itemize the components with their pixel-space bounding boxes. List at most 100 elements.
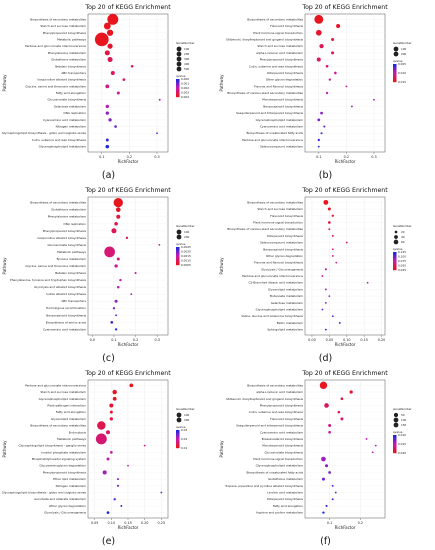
legend-colorbar-segment [393,261,397,263]
legend-colorbar-segment [176,85,180,87]
legend-colorbar-segment [393,253,397,256]
pathway-label: Isoquinoline alkaloid biosynthesis [38,78,87,82]
x-tick-label: 0.15 [360,338,368,342]
data-point [321,308,324,311]
data-point [319,44,324,49]
x-tick-label: 0.20 [378,338,386,342]
x-tick-label: 0.2 [358,521,363,525]
y-axis-label: Pathway [2,440,7,458]
legend-color-label: 0.010 [398,433,406,437]
y-axis-label: Pathway [219,74,224,92]
legend-colorbar-segment [393,256,397,259]
legend-colorbar-segment [176,259,180,261]
pathway-label: Glycosphingolipid biosynthesis - ganglio… [18,444,86,448]
legend-colorbar-segment [393,67,397,69]
pathway-label: Glycosphingolipid biosynthesis - globo a… [2,491,87,495]
data-point [105,104,109,109]
chart-panel-1: Top 20 of KEGG Enrichment 0.1 0.2 0.3 Biosyn… [219,4,412,181]
data-point [115,207,121,212]
chart-title: Top 20 of KEGG Enrichment [84,370,171,377]
pathway-label: Phenylalanine, tyrosine and tryptophan b… [10,278,87,282]
data-point [325,64,329,68]
legend-colorbar-segment [393,438,397,440]
x-tick-label: 0.05 [91,521,99,525]
data-point [116,257,120,261]
legend-colorbar-segment [393,252,397,254]
pathway-label: Diterpenoid biosynthesis [267,497,303,501]
data-point [111,228,117,234]
data-point [316,57,321,62]
pathway-label: Glutathione metabolism [51,208,86,212]
data-point [325,464,329,468]
pathway-label: Glycosphingolipid biosynthesis - globo a… [2,131,87,135]
legend-colorbar-segment [176,251,180,254]
data-point [130,64,134,68]
legend-colorbar-segment [176,257,180,260]
legend-size-title: GeneNumber [393,224,412,228]
data-point [114,299,118,303]
legend-color-label: 0.020 [398,451,406,455]
legend-colorbar-segment [393,439,397,442]
legend-size-dot [176,51,182,57]
pathway-label: Biosynthesis of secondary metabolites [30,17,86,21]
pathway-label: Isoquinoline alkaloid biosynthesis [38,236,87,240]
data-point [105,138,109,142]
pathway-label: Starch and sucrose metabolism [257,44,303,48]
panel-label: (a) [102,170,115,181]
legend-colorbar-segment [176,95,180,98]
pathway-label: Monoterpenoid biosynthesis [262,444,303,448]
pathway-label: Phenylalanine metabolism [48,51,86,55]
data-point [106,457,110,461]
data-point [328,78,331,81]
legend-colorbar-segment [393,436,397,439]
pathway-label: Tropane, piperidine and pyridine alkaloi… [224,484,303,488]
pathway-label: Biosynthesis of various plant secondary … [227,91,303,95]
legend-colorbar-segment [393,258,397,260]
legend-colorbar-segment [176,263,180,266]
x-tick-label: 0.00 [308,338,316,342]
data-point [314,14,324,24]
pathway-label: Glycerolipid metabolism [268,287,303,291]
legend-color-label: 0.0020 [181,250,191,254]
legend-colorbar-segment [176,247,180,249]
legend-color-label: 0.050 [398,264,406,268]
legend-colorbar-segment [393,451,397,454]
pathway-label: Starch and sucrose metabolism [40,390,86,394]
x-axis-label: RichFactor [335,525,356,530]
legend-size-dot [176,46,182,52]
data-point [105,430,111,435]
legend-colorbar-segment [176,250,180,252]
data-point [334,71,337,75]
pathway-label: Phenylpropanoid biosynthesis [43,229,87,233]
pathway-label: Biosynthesis of secondary metabolites [247,17,303,21]
data-point [340,417,344,421]
data-point [112,307,116,310]
pathway-label: Starch and sucrose metabolism [40,24,86,28]
x-tick-label: 0.0 [90,338,95,342]
legend-color-label: 0.02 [181,437,187,441]
data-point [112,396,117,401]
x-tick-label: 0.3 [371,155,376,159]
pathway-label: DNA replication [63,111,86,115]
pathway-label: Cyanoamino acid metabolism [260,125,303,129]
legend-color-label: 0.0005 [181,263,191,267]
legend-colorbar-segment [176,262,180,264]
legend-colorbar-segment [176,442,180,444]
panel-label: (c) [102,353,115,364]
pathway-label: Cutin, suberine and wax biosynthesis [249,64,304,68]
data-point [107,13,119,25]
data-point [334,491,337,494]
pathway-label: Valine, leucine and isoleucine biosynthe… [241,314,303,318]
y-axis-label: Pathway [219,257,224,275]
pathway-label: Glucosinolate biosynthesis [47,243,86,247]
legend-colorbar-segment [176,86,180,89]
pathway-label: Benzoxazinoid biosynthesis [46,313,86,317]
pathway-label: Tyrosine metabolism [55,257,86,261]
legend-color-label: 0.03 [181,428,187,432]
pathway-label: Fatty acid elongation [56,410,86,414]
legend-color-label: 0.005 [398,62,406,66]
legend-colorbar-segment [393,444,397,446]
legend-colorbar-segment [176,431,180,434]
legend-colorbar-segment [393,448,397,451]
pathway-label: Benzoxazinoid biosynthesis [263,104,303,108]
